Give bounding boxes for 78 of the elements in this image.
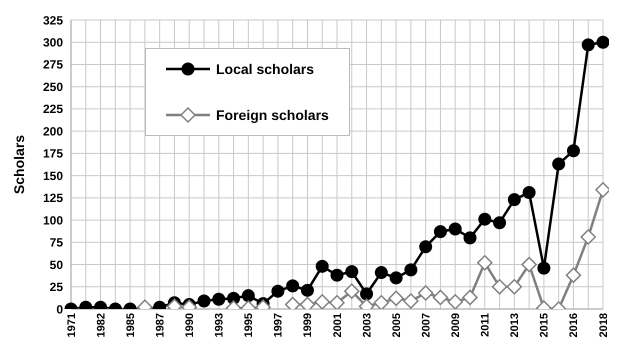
point	[522, 186, 536, 200]
point	[552, 158, 566, 171]
x-tick-label: 2001	[332, 313, 344, 338]
point	[477, 255, 493, 271]
point	[374, 266, 388, 280]
x-tick-label: 2015	[538, 313, 551, 338]
point	[212, 292, 226, 306]
x-tick-label: 1987	[154, 313, 166, 338]
y-tick-label: 325	[42, 13, 64, 28]
point	[390, 271, 403, 284]
legend-label: Foreign scholars	[216, 107, 329, 123]
point	[521, 256, 537, 272]
point	[566, 267, 582, 283]
y-tick-label: 100	[42, 213, 64, 228]
point	[506, 279, 522, 295]
point	[462, 290, 478, 306]
x-tick-label: 2007	[420, 313, 432, 338]
point	[242, 289, 255, 302]
x-tick-label: 1993	[214, 313, 226, 338]
point	[582, 38, 595, 52]
x-tick-label: 1982	[95, 313, 108, 338]
point	[286, 279, 300, 292]
point	[418, 285, 434, 301]
point	[271, 284, 284, 298]
y-axis-title: Scholars	[10, 134, 27, 194]
point	[432, 290, 448, 306]
x-tick-label: 2016	[568, 313, 580, 338]
point	[345, 265, 358, 278]
y-tick-label: 225	[42, 102, 64, 116]
point	[580, 229, 596, 245]
point	[360, 287, 374, 300]
x-tick-label: 2009	[450, 313, 462, 338]
y-tick-label: 200	[42, 124, 64, 138]
point	[198, 294, 210, 308]
x-tick-label: 1971	[66, 313, 78, 338]
point	[344, 283, 360, 299]
point	[492, 279, 508, 295]
point	[464, 231, 476, 244]
y-tick-label: 125	[42, 191, 64, 206]
y-tick-label: 250	[42, 80, 64, 94]
x-tick-label: 2011	[480, 313, 492, 337]
point	[596, 36, 609, 49]
point	[419, 240, 432, 254]
point	[388, 290, 404, 306]
point	[404, 263, 418, 276]
legend-label: Local scholars	[216, 61, 314, 77]
x-tick-label: 1997	[272, 313, 285, 338]
x-tick-label: 2005	[390, 313, 403, 338]
point	[330, 268, 344, 282]
point	[566, 144, 580, 158]
x-tick-label: 1990	[184, 313, 196, 338]
y-tick-label: 0	[56, 302, 64, 316]
y-tick-label: 50	[50, 258, 64, 272]
point	[537, 262, 550, 275]
x-tick-label: 2013	[509, 313, 522, 338]
point	[316, 260, 329, 273]
y-tick-label: 275	[42, 58, 64, 72]
y-tick-label: 75	[50, 236, 64, 250]
point	[478, 212, 492, 226]
point	[508, 193, 521, 206]
point	[448, 222, 462, 236]
point	[374, 295, 390, 309]
point	[300, 284, 314, 297]
point	[314, 294, 330, 309]
point	[493, 216, 506, 230]
y-tick-label: 25	[50, 280, 64, 294]
y-tick-label: 150	[42, 168, 64, 183]
y-tick-label: 175	[42, 146, 64, 161]
point	[447, 294, 463, 309]
x-tick-label: 2018	[598, 313, 610, 338]
x-tick-label: 1995	[243, 313, 256, 338]
y-tick-label: 300	[42, 35, 64, 50]
point	[329, 295, 345, 309]
x-tick-label: 2003	[361, 313, 374, 338]
point	[403, 293, 419, 309]
x-tick-label: 1999	[302, 313, 314, 338]
point	[434, 225, 447, 238]
x-tick-label: 1985	[124, 313, 137, 338]
